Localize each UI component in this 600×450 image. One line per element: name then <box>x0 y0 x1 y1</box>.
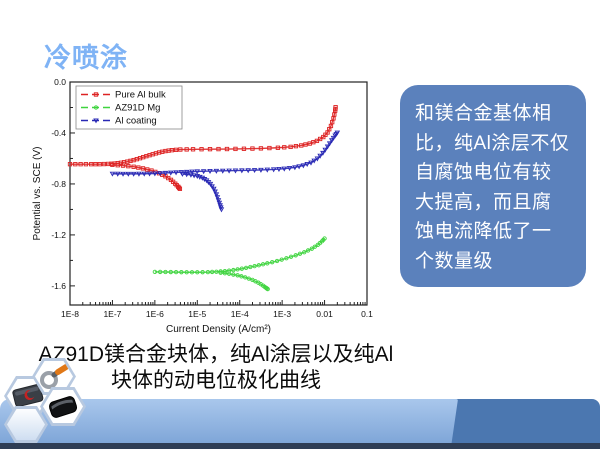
x-tick-label: 0.01 <box>316 309 333 319</box>
y-tick-label: -1.2 <box>51 230 66 240</box>
callout-text-line: 大提高，而且腐 <box>415 191 552 213</box>
y-tick-label: 0.0 <box>54 77 66 87</box>
y-tick-label: -0.8 <box>51 179 66 189</box>
chart-figure: 1E-8 1E-7 1E-6 1E-5 1E-4 1E-3 0.01 0.1 0.0 -0.4 -0… <box>30 70 390 350</box>
magnifier-3d-icon <box>40 363 69 389</box>
legend-label: Al coating <box>115 116 157 127</box>
callout-text-line: 比，纯Al涂层不仅 <box>415 132 570 154</box>
y-axis-label: Potential vs. SCE (V) <box>32 147 43 241</box>
caption-line-1: AZ91D镁合金块体，纯Al涂层以及纯Al <box>38 343 394 366</box>
callout-text-line: 蚀电流降低了一 <box>415 221 552 242</box>
bottom-strip <box>0 443 600 449</box>
caption-line-2: 块体的动电位极化曲线 <box>111 369 321 392</box>
x-tick-label: 1E-3 <box>273 309 291 319</box>
y-tick-label: -1.6 <box>51 281 66 291</box>
series-pure-al-bulk <box>67 105 338 191</box>
legend-label: Pure Al bulk <box>115 90 166 101</box>
page-title: 冷喷涂 <box>44 43 128 73</box>
legend-label: AZ91D Mg <box>115 103 160 114</box>
callout-text-line: 和镁合金基体相 <box>415 103 552 124</box>
bottom-band-dark <box>438 399 600 443</box>
series-al-coating <box>109 130 341 213</box>
callout-text-line: 个数量级 <box>415 250 494 272</box>
x-tick-label: 1E-5 <box>188 309 206 319</box>
empty-hexagon <box>7 409 45 440</box>
x-tick-label: 1E-4 <box>231 309 249 319</box>
x-tick-label: 0.1 <box>361 309 373 319</box>
polarization-chart: 1E-8 1E-7 1E-6 1E-5 1E-4 1E-3 0.01 0.1 0.0 -0.4 -0… <box>32 77 373 335</box>
x-tick-label: 1E-7 <box>103 309 121 319</box>
series-az91d-mg <box>152 236 327 292</box>
x-tick-label: 1E-8 <box>61 309 79 319</box>
callout-box: 和镁合金基体相 比，纯Al涂层不仅 自腐蚀电位有较 大提高，而且腐 蚀电流降低了… <box>400 85 586 287</box>
callout-text-line: 自腐蚀电位有较 <box>415 162 552 183</box>
x-axis-label: Current Density (A/cm²) <box>166 324 271 335</box>
chart-legend: Pure Al bulk AZ91D Mg Al coating <box>75 85 183 130</box>
y-tick-label: -0.4 <box>51 128 66 138</box>
x-tick-label: 1E-6 <box>146 309 164 319</box>
figure-caption: AZ91D镁合金块体，纯Al涂层以及纯Al 块体的动电位极化曲线 <box>28 342 404 394</box>
plot-border <box>69 81 368 306</box>
black-device-3d-icon <box>48 395 78 418</box>
